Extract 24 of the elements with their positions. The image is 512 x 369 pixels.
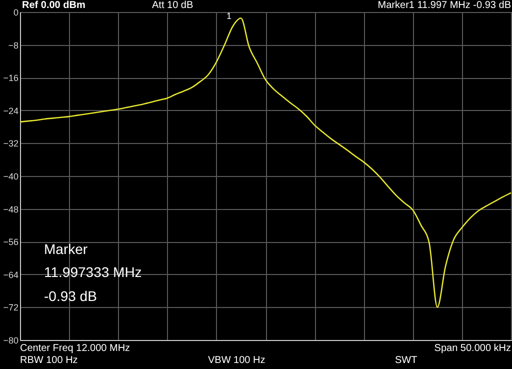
- y-tick-label: −16: [3, 73, 18, 84]
- text: SWT: [395, 355, 418, 366]
- y-tick-label: −64: [3, 270, 18, 280]
- annotation: 11.997333 MHz: [44, 264, 142, 280]
- annotation: Marker: [44, 241, 88, 257]
- text: Ref 0.00 dBm: [22, 0, 86, 11]
- y-tick-label: −48: [3, 204, 18, 214]
- annotation: 1: [226, 11, 232, 21]
- y-tick-label: −56: [3, 237, 18, 248]
- line-series: [19, 18, 512, 308]
- y-tick-label: −40: [3, 172, 18, 182]
- y-tick-label: −80: [3, 336, 18, 346]
- y-tick-label: −72: [3, 302, 18, 313]
- text: VBW 100 Hz: [208, 355, 266, 366]
- text: Att 10 dB: [152, 0, 194, 11]
- text: Span 50.000 kHz: [434, 343, 511, 354]
- y-tick-label: −8: [8, 40, 18, 50]
- y-tick-label: 0: [13, 8, 18, 18]
- y-tick-label: −24: [3, 106, 18, 116]
- text: RBW 100 Hz: [20, 355, 78, 366]
- text: Marker1 11.997 MHz -0.93 dB: [378, 0, 512, 11]
- annotation: -0.93 dB: [44, 288, 97, 304]
- text: Center Freq 12.000 MHz: [20, 343, 130, 354]
- y-tick-label: −32: [3, 138, 18, 149]
